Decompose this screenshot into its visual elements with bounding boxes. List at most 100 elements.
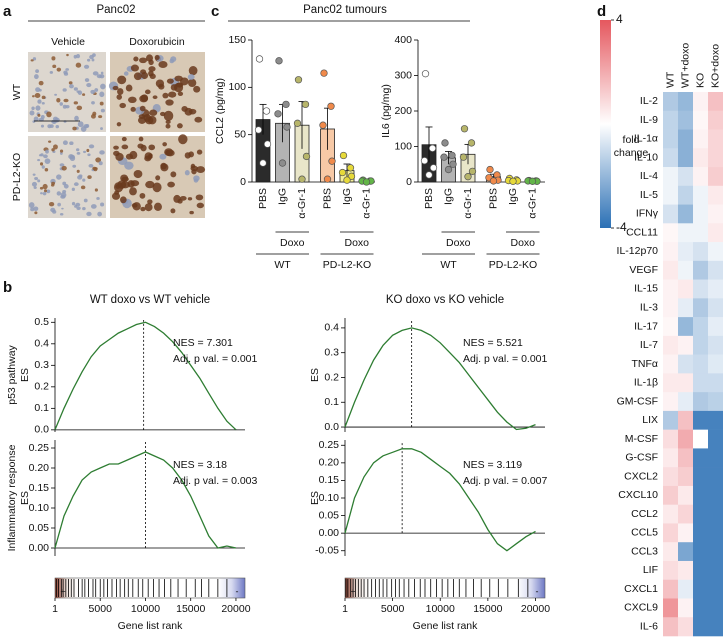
column-label: Doxorubicin: [129, 36, 185, 48]
nucleus: [144, 203, 153, 212]
y-tick-label: 0.10: [29, 502, 50, 514]
nucleus: [158, 60, 168, 69]
nucleus: [69, 84, 74, 89]
data-point: [421, 70, 430, 78]
nucleus: [117, 75, 127, 85]
heatmap-cell: [708, 392, 723, 412]
heatmap-cell: [678, 410, 693, 430]
nucleus: [77, 121, 84, 128]
x-tick-label: 5000: [381, 603, 405, 615]
nucleus: [148, 144, 156, 151]
panel-label: c: [211, 3, 219, 20]
nucleus: [130, 106, 136, 112]
barcode-end: -: [236, 586, 239, 596]
heatmap-cell: [708, 279, 723, 299]
nucleus: [99, 150, 105, 155]
y-axis-label: ES: [19, 491, 31, 505]
nucleus: [43, 154, 48, 159]
data-point: [425, 171, 433, 179]
heatmap-cell: [678, 223, 693, 243]
annotation: Adj. p val. = 0.001: [463, 353, 548, 365]
y-tick-label: 0.3: [324, 346, 339, 358]
data-point: [328, 157, 336, 165]
heatmap-cell: [693, 260, 708, 280]
nucleus: [76, 169, 80, 173]
nucleus: [189, 210, 194, 215]
x-tick-label: 10000: [426, 603, 455, 615]
y-tick-label: 0.00: [319, 527, 340, 539]
nucleus: [38, 117, 44, 122]
heatmap-cell: [663, 354, 678, 374]
nucleus: [178, 134, 188, 145]
x-tick-label: 1: [342, 603, 348, 615]
data-point: [301, 100, 310, 109]
row-label: LIF: [643, 564, 658, 576]
nucleus: [33, 186, 37, 189]
data-point: [319, 121, 327, 129]
nucleus: [87, 175, 92, 180]
nucleus: [59, 149, 64, 153]
heatmap-cell: [663, 392, 678, 412]
data-point: [259, 159, 267, 167]
nucleus: [63, 98, 69, 103]
nucleus: [76, 206, 81, 210]
nucleus: [42, 183, 48, 190]
heatmap-cell: [708, 579, 723, 599]
nucleus: [163, 110, 174, 122]
panel-label: d: [597, 3, 606, 20]
heatmap-cell: [678, 279, 693, 299]
data-point: [298, 175, 306, 183]
x-tick-label: α-Gr-1: [526, 188, 538, 219]
x-tick-label: α-Gr-1: [296, 188, 308, 219]
heatmap-cell: [693, 298, 708, 318]
data-point: [262, 107, 271, 115]
row-label: M-CSF: [625, 433, 658, 445]
x-tick-label: 15000: [176, 603, 205, 615]
heatmap-cell: [678, 242, 693, 262]
y-tick-label: 200: [394, 105, 412, 117]
row-label: CXCL9: [624, 602, 658, 614]
nucleus: [39, 162, 44, 166]
heatmap-cell: [708, 504, 723, 524]
nucleus: [188, 66, 198, 76]
x-tick-label: PBS: [257, 188, 269, 209]
nucleus: [44, 158, 51, 164]
row-label: CCL11: [626, 226, 658, 238]
heatmap-cell: [708, 410, 723, 430]
nucleus: [177, 91, 184, 96]
nucleus: [139, 192, 146, 199]
nucleus: [97, 211, 102, 217]
y-tick-label: 0.1: [324, 396, 339, 408]
heatmap-cell: [678, 429, 693, 449]
heatmap-cell: [678, 504, 693, 524]
x-tick-label: 20000: [521, 603, 550, 615]
nucleus: [38, 154, 42, 157]
data-point: [441, 139, 449, 147]
nucleus: [56, 67, 62, 72]
nucleus: [153, 202, 162, 211]
nucleus: [114, 190, 120, 195]
row-label: IL-2: [640, 95, 658, 107]
y-tick-label: 0.4: [324, 322, 339, 334]
nucleus: [100, 127, 103, 131]
nucleus: [116, 94, 122, 100]
nucleus: [98, 115, 103, 119]
plot-title: KO doxo vs KO vehicle: [386, 294, 504, 306]
heatmap-cell: [678, 110, 693, 130]
data-point: [467, 139, 476, 147]
y-tick-label: -0.05: [315, 545, 339, 557]
nucleus: [99, 101, 104, 106]
column-label: Vehicle: [51, 36, 85, 48]
data-point: [293, 119, 302, 127]
nucleus: [120, 181, 130, 189]
heatmap-cell: [663, 579, 678, 599]
heatmap-cell: [693, 110, 708, 130]
nucleus: [120, 174, 129, 182]
heatmap-cell: [663, 523, 678, 543]
heatmap-cell: [708, 373, 723, 393]
heatmap-cell: [678, 598, 693, 618]
y-tick-label: 0: [240, 176, 246, 188]
panel-title: Panc02 tumours: [303, 4, 387, 16]
barcode: [344, 577, 546, 599]
nucleus: [165, 123, 171, 129]
